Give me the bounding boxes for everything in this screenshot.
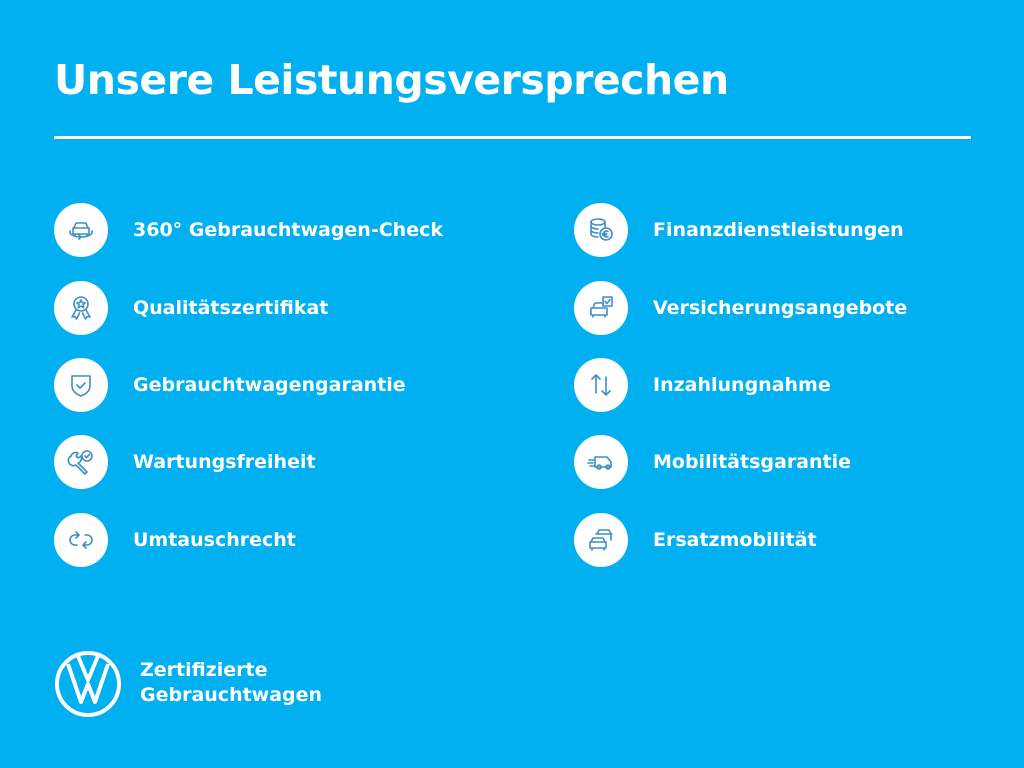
wrench-check-icon	[54, 435, 108, 489]
feature-item: Ersatzmobilität	[574, 512, 817, 568]
feature-item: Umtauschrecht	[54, 512, 296, 568]
award-badge-icon	[54, 281, 108, 335]
feature-item: Inzahlungnahme	[574, 357, 831, 413]
feature-item: Mobilitätsgarantie	[574, 434, 851, 490]
feature-label: Umtauschrecht	[133, 529, 296, 551]
vw-logo	[55, 651, 121, 717]
page-title: Unsere Leistungsversprechen	[54, 56, 729, 104]
feature-item: 360° Gebrauchtwagen-Check	[54, 202, 443, 258]
replacement-cars-icon	[574, 513, 628, 567]
towing-van-icon	[574, 435, 628, 489]
feature-label: Qualitätszertifikat	[133, 297, 329, 319]
title-divider	[54, 136, 971, 139]
feature-item: Versicherungsangebote	[574, 280, 907, 336]
feature-label: Versicherungsangebote	[653, 297, 908, 319]
feature-label: 360° Gebrauchtwagen-Check	[133, 219, 443, 241]
brand-line-2: Gebrauchtwagen	[140, 684, 323, 706]
feature-label: Ersatzmobilität	[653, 529, 817, 551]
exchange-arrows-icon	[54, 513, 108, 567]
feature-item: Finanzdienstleistungen	[574, 202, 904, 258]
feature-label: Gebrauchtwagengarantie	[133, 374, 406, 396]
shield-check-icon	[54, 358, 108, 412]
up-down-arrows-icon	[574, 358, 628, 412]
brand-line-1: Zertifizierte	[140, 659, 268, 681]
car-360-icon	[54, 203, 108, 257]
coins-euro-icon	[574, 203, 628, 257]
feature-label: Inzahlungnahme	[653, 374, 831, 396]
feature-label: Finanzdienstleistungen	[653, 219, 904, 241]
feature-item: Gebrauchtwagengarantie	[54, 357, 406, 413]
feature-label: Wartungsfreiheit	[133, 451, 316, 473]
brand-text: Zertifizierte Gebrauchtwagen	[140, 658, 322, 708]
feature-item: Qualitätszertifikat	[54, 280, 328, 336]
feature-label: Mobilitätsgarantie	[653, 451, 852, 473]
feature-item: Wartungsfreiheit	[54, 434, 316, 490]
car-insurance-icon	[574, 281, 628, 335]
